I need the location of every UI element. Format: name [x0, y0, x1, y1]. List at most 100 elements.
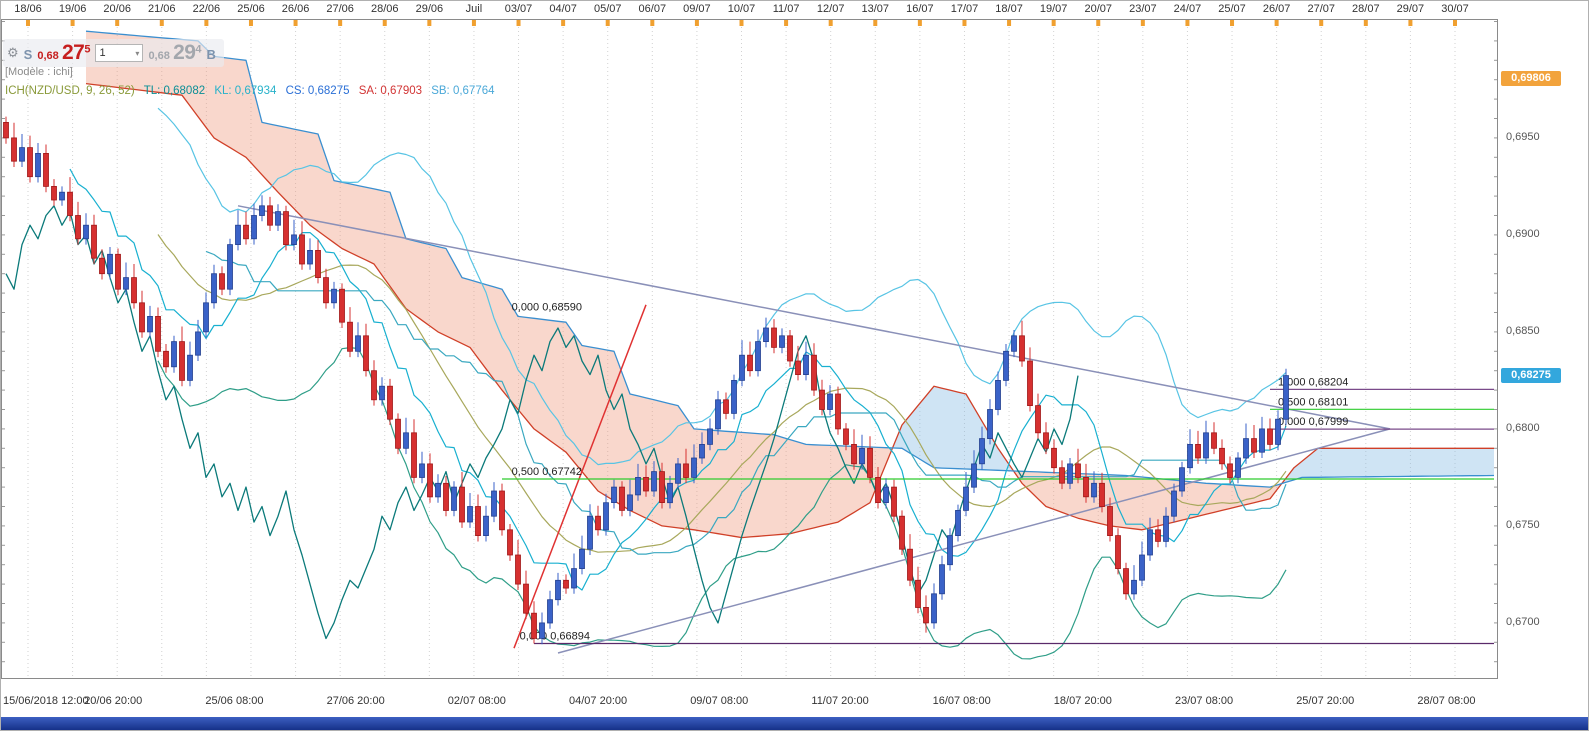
- candle: [323, 277, 329, 304]
- lower-band-line: [157, 347, 1287, 660]
- top-axis-date: 04/07: [549, 3, 577, 15]
- candle: [403, 432, 409, 449]
- ichimoku-cloud: [1422, 448, 1430, 477]
- trendline[interactable]: [237, 205, 1391, 430]
- candle: [1147, 529, 1153, 556]
- session-tick: [650, 20, 655, 26]
- candle: [299, 234, 305, 265]
- buy-button[interactable]: B: [206, 47, 216, 62]
- candle: [1067, 463, 1073, 484]
- candle: [619, 486, 625, 511]
- session-tick: [516, 20, 521, 26]
- bottom-axis-datetime: 27/06 20:00: [326, 695, 385, 707]
- candle: [811, 354, 817, 391]
- ichimoku-cloud: [590, 347, 598, 491]
- top-axis-date: 03/07: [504, 3, 533, 15]
- price-axis-label: 0,6800: [1506, 421, 1540, 434]
- candle: [555, 579, 561, 601]
- candle: [723, 399, 729, 414]
- ichimoku-cloud: [966, 394, 974, 470]
- session-tick: [1453, 20, 1457, 26]
- candle: [579, 548, 585, 570]
- top-axis-date: 24/07: [1173, 3, 1202, 15]
- candle: [1219, 447, 1225, 465]
- ichimoku-cloud: [910, 405, 918, 458]
- candle: [435, 482, 441, 498]
- candle: [1203, 432, 1209, 459]
- candle: [875, 476, 881, 503]
- sell-price[interactable]: 0,68 275: [37, 41, 91, 64]
- ichimoku-cloud: [1222, 484, 1230, 511]
- bottom-axis-datetime: 25/07 20:00: [1296, 695, 1355, 707]
- candle: [227, 244, 233, 290]
- candle: [747, 354, 753, 372]
- top-axis-date: 12/07: [816, 3, 845, 15]
- time-axis-top[interactable]: 18/06 19/06 20/06 21/06 22/06 25/06 26/06 27/06…: [1, 1, 1498, 19]
- ichimoku-cloud: [1390, 448, 1398, 477]
- ichimoku-cloud: [214, 56, 222, 143]
- price-axis-label: 0,6850: [1506, 324, 1540, 337]
- time-axis-bottom[interactable]: 15/06/2018 12:00 20/06 20:00 25/06 08:00 27…: [1, 693, 1498, 711]
- top-axis-date: 10/07: [727, 3, 756, 15]
- session-tick: [1051, 20, 1056, 26]
- ichimoku-cloud: [1206, 483, 1214, 515]
- fib-label: 0,000 0,66894: [520, 631, 590, 643]
- candle: [1283, 375, 1289, 420]
- buy-price[interactable]: 0,68 294: [148, 41, 202, 64]
- ichimoku-cloud: [678, 405, 686, 529]
- bottom-axis-datetime: 15/06/2018 12:00: [3, 695, 89, 707]
- ichimoku-cloud: [406, 238, 414, 315]
- ichimoku-cloud: [470, 279, 478, 359]
- candle: [763, 327, 769, 343]
- candle: [947, 535, 953, 566]
- ichimoku-cloud: [558, 321, 566, 453]
- ichimoku-cloud: [998, 448, 1006, 471]
- top-axis-date: 29/07: [1396, 3, 1425, 15]
- candle: [923, 607, 929, 624]
- candle: [1163, 515, 1169, 542]
- candle: [755, 341, 761, 372]
- candle: [1251, 438, 1257, 453]
- ichimoku-cloud: [686, 417, 694, 530]
- legend-kijun: KL: 0,67934: [214, 85, 277, 97]
- ichimoku-cloud: [806, 444, 814, 530]
- ichimoku-cloud: [718, 430, 726, 535]
- ichimoku-cloud: [294, 129, 302, 217]
- candle: [75, 215, 81, 240]
- session-tick: [1363, 20, 1368, 26]
- price-chart[interactable]: 0,000 0,68590 0,500 0,67742 0,000 0,66894 1…: [1, 19, 1498, 679]
- candle: [691, 457, 697, 478]
- ichimoku-cloud: [302, 130, 310, 226]
- ichimoku-cloud: [734, 431, 742, 538]
- ichimoku-cloud: [1150, 477, 1158, 528]
- quantity-input[interactable]: 1 ▾: [95, 44, 144, 62]
- session-tick: [1096, 20, 1101, 26]
- ichimoku-cloud: [1190, 481, 1198, 519]
- ichimoku-cloud: [278, 125, 286, 201]
- candle: [1043, 432, 1049, 449]
- session-tick: [694, 20, 699, 26]
- candle: [787, 335, 793, 362]
- gear-icon[interactable]: ⚙: [7, 45, 19, 60]
- ichimoku-cloud: [310, 132, 318, 231]
- candle: [603, 502, 609, 531]
- ichimoku-cloud: [950, 390, 958, 469]
- session-tick: [739, 20, 744, 26]
- ichimoku-cloud: [1382, 448, 1390, 477]
- candle: [1011, 335, 1017, 352]
- trendline[interactable]: [557, 428, 1391, 654]
- ichimoku-cloud: [550, 320, 558, 447]
- trendline[interactable]: [513, 304, 647, 649]
- top-axis-date: 20/06: [103, 3, 131, 15]
- taskbar: [1, 717, 1588, 730]
- ichimoku-cloud: [342, 182, 350, 253]
- sell-button[interactable]: S: [23, 47, 33, 62]
- price-axis[interactable]: 0,6950 0,6900 0,6850 0,6800 0,6750 0,6700 0,69…: [1498, 1, 1588, 717]
- candle: [275, 211, 281, 226]
- bottom-axis-datetime: 02/07 08:00: [447, 695, 506, 707]
- top-axis-date: 21/06: [148, 3, 176, 15]
- candle: [387, 385, 393, 420]
- ichimoku-cloud: [318, 134, 326, 237]
- quantity-spinner-icon[interactable]: ▾: [135, 48, 140, 58]
- indicator-legend[interactable]: ICH(NZD/USD, 9, 26, 52) TL: 0,68082 KL: …: [5, 85, 501, 97]
